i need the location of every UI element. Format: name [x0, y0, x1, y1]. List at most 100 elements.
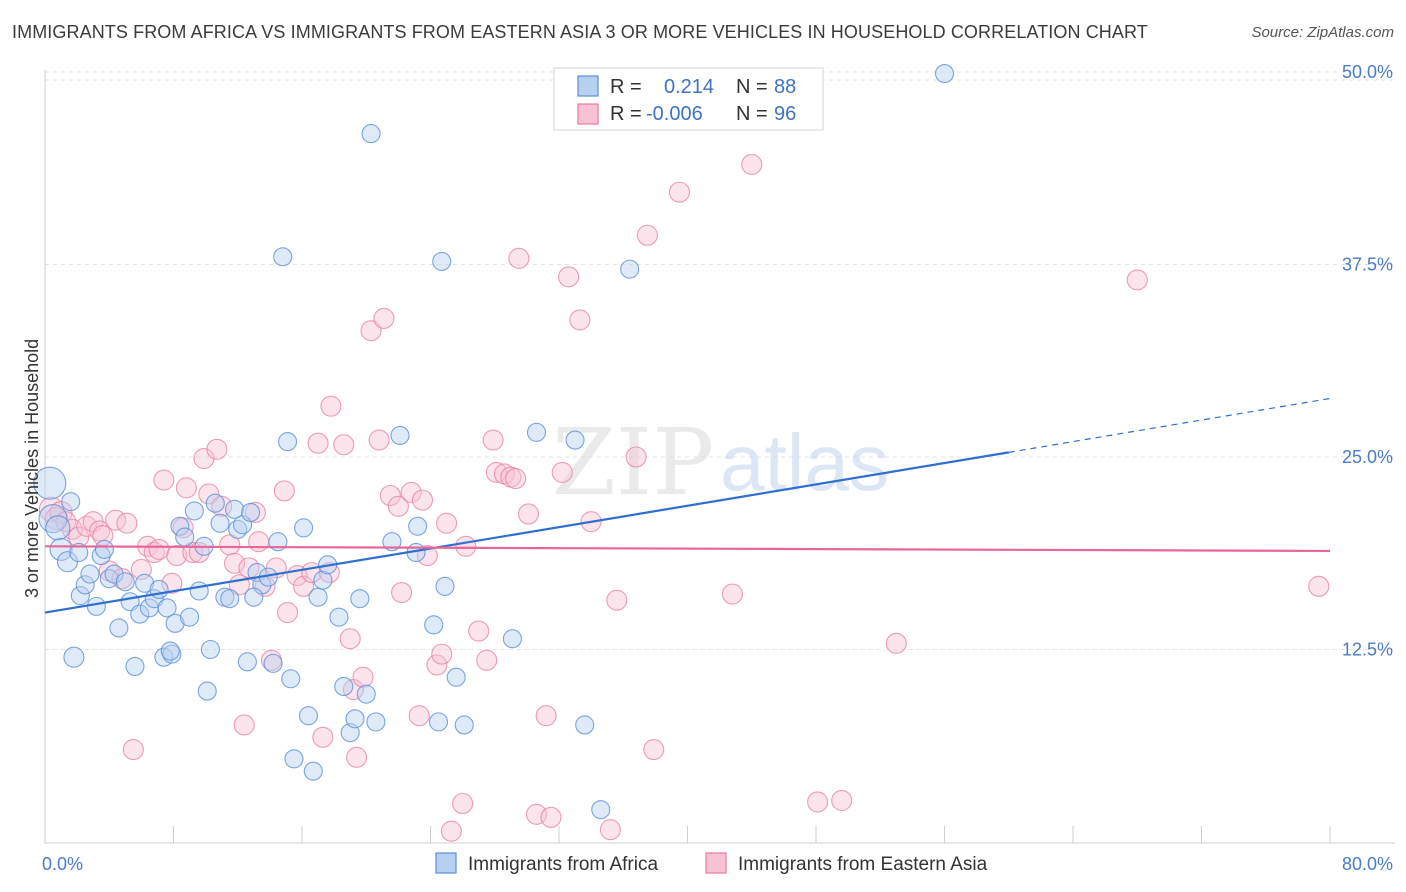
africa-point — [432, 251, 452, 271]
africa-point — [273, 247, 293, 267]
eastern-asia-point — [476, 649, 498, 671]
africa-point — [135, 573, 155, 593]
africa-point — [502, 629, 522, 649]
legend-r-value: -0.006 — [646, 103, 703, 125]
eastern-asia-point — [166, 545, 188, 567]
africa-point — [109, 618, 129, 638]
eastern-asia-point — [668, 181, 691, 203]
africa-point — [125, 656, 145, 676]
africa-point — [175, 527, 195, 547]
africa-trend-extension — [1008, 397, 1331, 453]
africa-point — [180, 607, 200, 627]
bottom-legend-label-africa: Immigrants from Africa — [468, 854, 658, 875]
eastern-asia-point — [248, 531, 270, 553]
eastern-asia-point — [625, 446, 647, 468]
eastern-asia-point — [741, 153, 763, 175]
eastern-asia-point — [320, 395, 342, 417]
eastern-asia-point — [636, 224, 658, 246]
africa-point — [334, 676, 354, 697]
eastern-asia-point — [379, 484, 401, 507]
africa-point — [345, 709, 365, 729]
africa-point — [69, 542, 89, 563]
africa-point — [281, 669, 301, 689]
eastern-asia-point — [368, 429, 390, 451]
eastern-asia-point — [807, 791, 829, 813]
eastern-asia-point — [408, 705, 430, 727]
africa-point — [210, 513, 230, 533]
eastern-asia-point — [569, 309, 591, 331]
eastern-asia-point — [455, 535, 477, 557]
eastern-asia-point — [116, 512, 138, 534]
africa-point — [86, 596, 106, 616]
africa-point — [45, 515, 71, 541]
eastern-asia-point — [161, 572, 183, 594]
eastern-asia-point — [233, 714, 255, 736]
y-axis-label: 3 or more Vehicles in Household — [22, 339, 42, 598]
eastern-asia-point — [1126, 269, 1148, 291]
eastern-asia-point — [551, 461, 573, 483]
africa-point — [197, 681, 217, 701]
eastern-asia-point — [440, 820, 462, 842]
africa-point — [390, 425, 410, 445]
africa-point — [170, 516, 190, 536]
eastern-asia-point — [276, 601, 299, 624]
legend-swatch-africa — [577, 75, 599, 97]
eastern-asia-point — [431, 643, 453, 665]
eastern-asia-point — [391, 581, 413, 604]
africa-point — [350, 589, 370, 609]
eastern-asia-point — [885, 632, 907, 654]
africa-point — [329, 607, 349, 627]
africa-point — [49, 537, 73, 561]
africa-point — [934, 63, 955, 84]
trend-lines — [44, 397, 1331, 614]
y-tick-label: 25.0% — [1342, 447, 1393, 467]
africa-point — [220, 589, 240, 609]
legend-n-label: N = — [736, 103, 768, 125]
y-tick-label: 37.5% — [1342, 255, 1393, 275]
africa-point — [284, 749, 304, 769]
africa-point — [244, 587, 264, 607]
africa-point — [75, 575, 95, 595]
africa-point — [294, 518, 314, 538]
africa-point — [130, 604, 150, 624]
eastern-asia-point — [360, 320, 382, 342]
africa-point — [308, 587, 328, 607]
africa-point — [424, 615, 444, 635]
africa-point — [61, 492, 81, 512]
y-tick-label: 50.0% — [1342, 62, 1393, 82]
eastern-asia-point — [333, 434, 355, 456]
africa-point — [313, 570, 333, 590]
africa-point — [237, 652, 257, 672]
legend-n-label: N = — [736, 76, 768, 98]
eastern-asia-point — [599, 819, 621, 841]
africa-point — [70, 586, 90, 606]
eastern-asia-point — [482, 429, 504, 451]
eastern-asia-point — [452, 792, 474, 815]
eastern-asia-point — [535, 705, 557, 727]
chart-title: IMMIGRANTS FROM AFRICA VS IMMIGRANTS FRO… — [12, 22, 1148, 42]
eastern-asia-point — [517, 503, 540, 525]
axes — [44, 70, 1395, 844]
eastern-asia-point — [387, 495, 409, 517]
eastern-asia-point — [175, 477, 197, 499]
africa-point — [575, 715, 595, 735]
source-credit: Source: ZipAtlas.com — [1251, 24, 1394, 41]
africa-point — [160, 641, 180, 661]
africa-point — [162, 644, 182, 664]
africa-point — [408, 516, 428, 536]
legend-n-value: 88 — [774, 76, 796, 98]
africa-point — [104, 564, 124, 584]
africa-point — [205, 493, 225, 513]
eastern-asia-point — [153, 469, 175, 491]
africa-point — [361, 124, 381, 144]
eastern-asia-point — [558, 266, 580, 288]
eastern-asia-point — [400, 481, 422, 503]
africa-point — [224, 499, 245, 519]
africa-point — [298, 706, 318, 726]
africa-point — [428, 712, 449, 732]
legend-box — [553, 67, 824, 131]
series-legend: Immigrants from Africa Immigrants from E… — [435, 852, 988, 875]
africa-point — [620, 259, 640, 279]
x-tick-label: 80.0% — [1342, 854, 1393, 874]
eastern-asia-point — [339, 628, 361, 650]
